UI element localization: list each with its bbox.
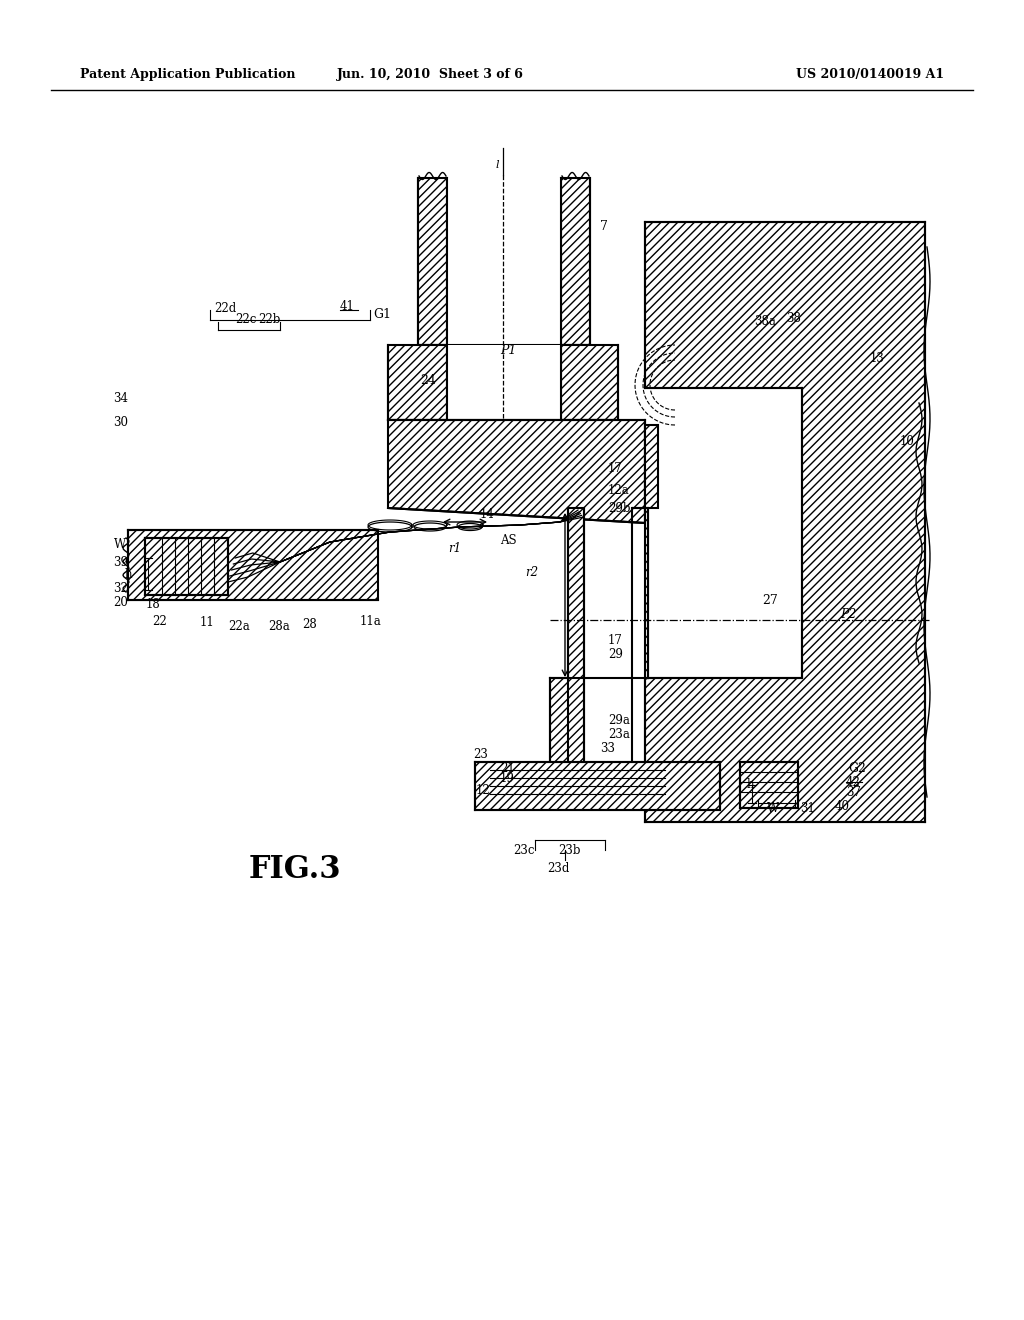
Text: 33: 33 — [600, 742, 615, 755]
Text: 29a: 29a — [608, 714, 630, 726]
Text: 22c: 22c — [234, 313, 256, 326]
Text: 23d: 23d — [547, 862, 569, 875]
Text: h: h — [746, 777, 754, 791]
Polygon shape — [632, 425, 658, 678]
Polygon shape — [447, 178, 561, 345]
Text: W: W — [767, 801, 779, 814]
Text: P2: P2 — [840, 609, 856, 622]
Text: G2: G2 — [848, 762, 866, 775]
Polygon shape — [418, 178, 447, 345]
Text: 39: 39 — [113, 557, 128, 569]
Text: 22d: 22d — [214, 302, 237, 315]
Text: 21: 21 — [500, 762, 515, 775]
Text: 22: 22 — [152, 615, 167, 628]
Text: 11a: 11a — [360, 615, 382, 628]
Text: 23b: 23b — [558, 843, 581, 857]
Text: r2: r2 — [525, 565, 538, 578]
Polygon shape — [550, 508, 584, 789]
Text: 22a: 22a — [228, 620, 250, 634]
Text: 42: 42 — [846, 776, 861, 789]
Text: 22b: 22b — [258, 313, 281, 326]
Text: 23: 23 — [473, 748, 488, 762]
Text: 11: 11 — [200, 616, 215, 630]
Text: 24: 24 — [420, 374, 436, 387]
Text: 7: 7 — [600, 220, 608, 234]
Polygon shape — [740, 762, 798, 808]
Text: 23c: 23c — [513, 843, 535, 857]
Polygon shape — [388, 345, 447, 420]
Text: P1: P1 — [500, 343, 516, 356]
Text: US 2010/0140019 A1: US 2010/0140019 A1 — [796, 69, 944, 81]
Text: 34: 34 — [113, 392, 128, 404]
Polygon shape — [561, 345, 618, 420]
Polygon shape — [388, 420, 645, 523]
Text: Patent Application Publication: Patent Application Publication — [80, 69, 296, 81]
Text: Jun. 10, 2010  Sheet 3 of 6: Jun. 10, 2010 Sheet 3 of 6 — [337, 69, 523, 81]
Text: r1: r1 — [449, 541, 462, 554]
Text: 19: 19 — [500, 771, 515, 784]
Text: 28a: 28a — [268, 620, 290, 634]
Text: 41: 41 — [340, 300, 355, 313]
Text: h: h — [125, 569, 132, 582]
Text: W: W — [114, 539, 126, 552]
Text: 31: 31 — [800, 801, 815, 814]
Text: 37: 37 — [846, 785, 861, 799]
Text: 13: 13 — [870, 352, 885, 366]
Text: 38: 38 — [786, 312, 801, 325]
Text: 10: 10 — [900, 436, 914, 447]
Text: 27: 27 — [762, 594, 778, 606]
Text: AS: AS — [500, 533, 517, 546]
Text: 28: 28 — [302, 618, 316, 631]
Text: 30: 30 — [113, 416, 128, 429]
Text: 29b: 29b — [608, 502, 631, 515]
Text: 17: 17 — [608, 634, 623, 647]
Text: G1: G1 — [373, 308, 391, 321]
Polygon shape — [128, 531, 378, 601]
Text: 23a: 23a — [608, 727, 630, 741]
Polygon shape — [145, 539, 228, 595]
Text: 29: 29 — [608, 648, 623, 661]
Text: FIG.3: FIG.3 — [249, 854, 341, 886]
Text: 40: 40 — [835, 800, 850, 813]
Text: 18: 18 — [146, 598, 161, 611]
Polygon shape — [447, 345, 561, 420]
Polygon shape — [645, 222, 925, 822]
Text: 14: 14 — [480, 508, 495, 521]
Polygon shape — [475, 762, 720, 810]
Text: 20: 20 — [113, 597, 128, 610]
Text: 32: 32 — [113, 582, 128, 594]
Text: 17: 17 — [608, 462, 623, 474]
Text: 38a: 38a — [754, 315, 776, 327]
Polygon shape — [561, 178, 590, 345]
Text: 12: 12 — [475, 784, 490, 796]
Text: 12a: 12a — [608, 483, 630, 496]
Text: l: l — [496, 160, 499, 170]
